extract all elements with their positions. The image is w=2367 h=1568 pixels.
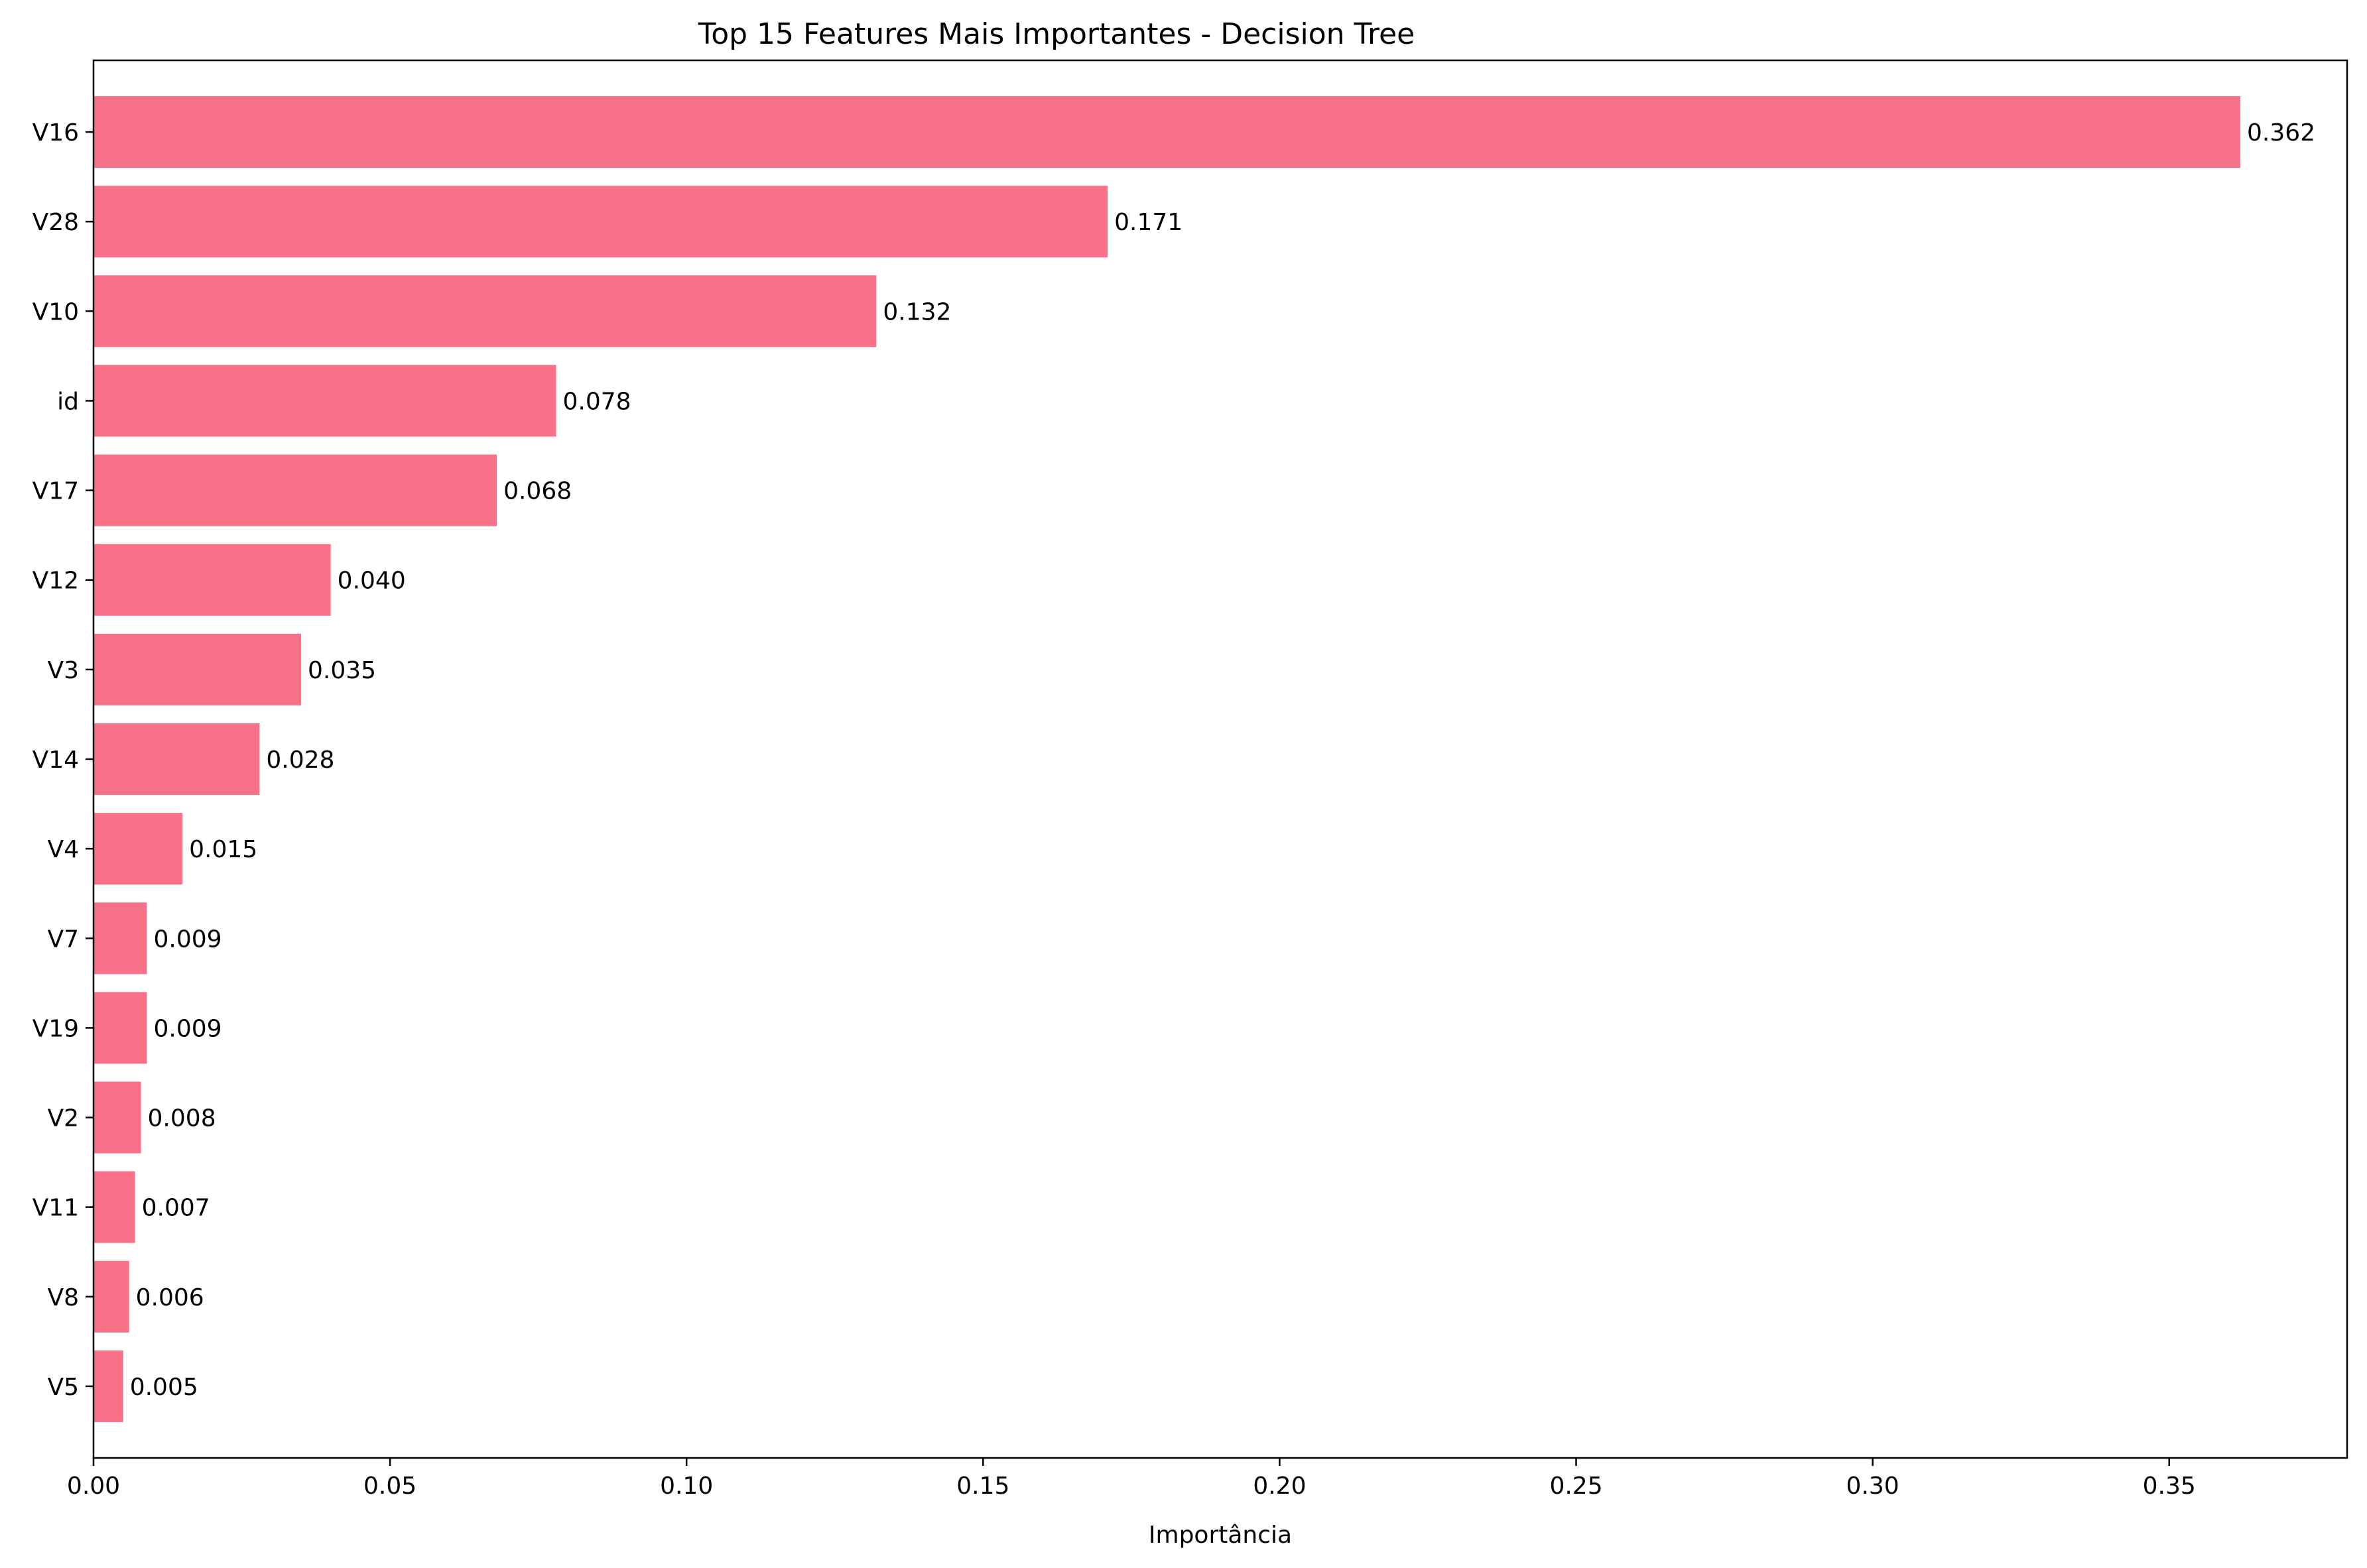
value-label-v28: 0.171 xyxy=(1114,209,1183,236)
bar-v4 xyxy=(94,813,183,885)
chart-title: Top 15 Features Mais Importantes - Decis… xyxy=(698,17,1415,51)
y-tick-label-v2: V2 xyxy=(47,1105,79,1132)
value-label-v19: 0.009 xyxy=(153,1015,222,1042)
value-label-id: 0.078 xyxy=(562,388,631,415)
bar-v19 xyxy=(94,992,147,1064)
y-tick-label-v12: V12 xyxy=(32,568,79,595)
y-tick-label-v28: V28 xyxy=(32,209,79,236)
plot-frame xyxy=(92,59,2348,1459)
bar-v12 xyxy=(94,544,331,616)
y-tick-label-v3: V3 xyxy=(47,657,79,684)
x-tick-label: 0.20 xyxy=(1253,1473,1306,1500)
bar-v5 xyxy=(94,1350,123,1422)
value-label-v8: 0.006 xyxy=(136,1284,204,1311)
bar-v17 xyxy=(94,454,497,526)
y-tick-label-id: id xyxy=(57,388,79,415)
value-label-v3: 0.035 xyxy=(308,657,376,684)
value-label-v4: 0.015 xyxy=(189,836,257,863)
bar-v3 xyxy=(94,633,301,705)
x-tick-label: 0.35 xyxy=(2143,1473,2196,1500)
y-tick-label-v19: V19 xyxy=(32,1015,79,1042)
y-tick-label-v11: V11 xyxy=(32,1195,79,1222)
y-tick-label-v7: V7 xyxy=(47,926,79,953)
bar-id xyxy=(94,365,556,437)
x-tick-label: 0.00 xyxy=(67,1473,120,1500)
y-tick-label-v8: V8 xyxy=(47,1284,79,1311)
y-tick-label-v14: V14 xyxy=(32,747,79,774)
value-label-v7: 0.009 xyxy=(153,926,222,953)
bar-v10 xyxy=(94,275,877,347)
y-tick-label-v17: V17 xyxy=(32,478,79,505)
x-tick-label: 0.25 xyxy=(1549,1473,1602,1500)
y-tick-label-v10: V10 xyxy=(32,298,79,326)
x-axis: 0.00 0.05 0.10 0.15 0.20 0.25 0.30 0.35 xyxy=(67,1458,2196,1500)
bar-v16 xyxy=(94,96,2241,168)
value-label-v11: 0.007 xyxy=(142,1195,210,1222)
x-axis-label: Importância xyxy=(1149,1522,1292,1549)
x-tick-label: 0.30 xyxy=(1846,1473,1899,1500)
x-tick-label: 0.10 xyxy=(660,1473,713,1500)
bar-v28 xyxy=(94,186,1108,258)
value-label-v14: 0.028 xyxy=(266,747,334,774)
value-label-v16: 0.362 xyxy=(2247,119,2315,147)
value-label-v10: 0.132 xyxy=(883,298,951,326)
value-label-v5: 0.005 xyxy=(130,1374,198,1401)
value-label-v2: 0.008 xyxy=(148,1105,216,1132)
bars-layer xyxy=(94,96,2241,1422)
bar-v7 xyxy=(94,902,147,975)
y-axis: V16 V28 V10 id V17 V12 V3 V14 V4 V7 V19 V2 V11 V8 V5 xyxy=(32,119,94,1401)
x-tick-label: 0.15 xyxy=(956,1473,1009,1500)
value-label-v12: 0.040 xyxy=(338,568,406,595)
bar-v11 xyxy=(94,1171,135,1243)
x-tick-label: 0.05 xyxy=(363,1473,416,1500)
bar-v8 xyxy=(94,1260,129,1333)
y-tick-label-v4: V4 xyxy=(47,836,79,863)
y-tick-label-v5: V5 xyxy=(47,1374,79,1401)
bar-v14 xyxy=(94,723,260,796)
value-labels-layer: 0.362 0.171 0.132 0.078 0.068 0.040 0.035 0.028… xyxy=(130,119,2315,1401)
bar-v2 xyxy=(94,1081,141,1154)
y-tick-label-v16: V16 xyxy=(32,119,79,147)
value-label-v17: 0.068 xyxy=(503,478,572,505)
